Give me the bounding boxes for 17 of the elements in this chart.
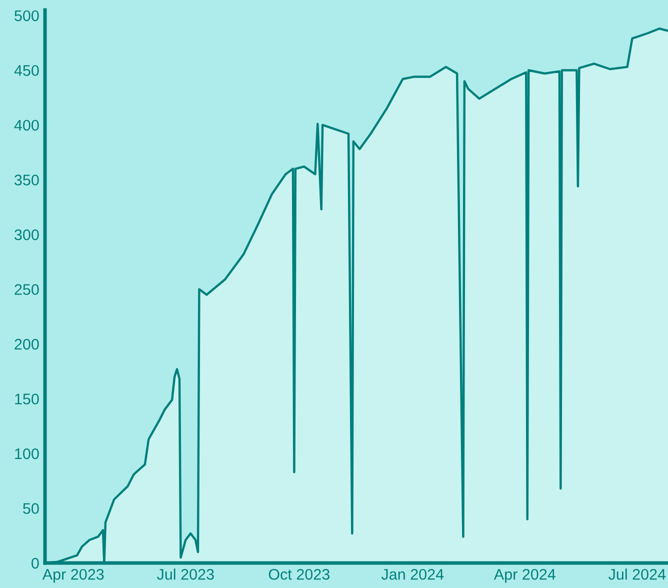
y-tick-label: 350: [14, 174, 39, 186]
x-tick-label: Jul 2023: [157, 568, 214, 580]
x-tick-label: Jul 2024: [608, 568, 666, 580]
x-tick-label: Jan 2024: [381, 568, 444, 580]
y-tick-label: 100: [15, 448, 39, 460]
y-tick-label: 200: [14, 338, 39, 350]
y-tick-label: 250: [14, 284, 39, 295]
y-tick-label: 300: [14, 229, 39, 240]
y-tick-label: 450: [14, 65, 39, 76]
y-tick-label: 50: [23, 503, 39, 514]
x-tick-label: Apr 2024: [494, 568, 556, 583]
y-tick-label: 150: [15, 394, 39, 404]
y-tick-label: 0: [32, 558, 39, 569]
y-tick-label: 500: [14, 10, 39, 22]
y-tick-label: 400: [14, 120, 39, 131]
x-tick-label: Apr 2023: [42, 568, 104, 583]
x-tick-label: Oct 2023: [268, 568, 330, 580]
